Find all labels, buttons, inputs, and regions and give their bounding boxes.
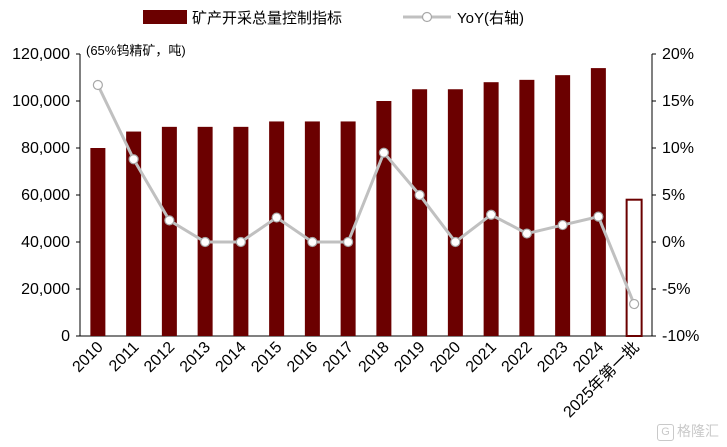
left-tick-label: 120,000 xyxy=(12,46,70,63)
bar-2012 xyxy=(161,126,177,336)
x-tick-label: 2018 xyxy=(356,339,393,376)
x-tick-label: 2010 xyxy=(70,339,107,376)
bar-2021 xyxy=(483,82,499,336)
bar-2013 xyxy=(197,126,213,336)
unit-note: (65%钨精矿，吨) xyxy=(86,43,186,58)
x-tick-label: 2015 xyxy=(248,339,285,376)
bar-2019 xyxy=(412,89,428,336)
x-tick-label: 2011 xyxy=(106,339,142,375)
legend-line-label: YoY(右轴) xyxy=(457,10,524,27)
x-tick-label: 2022 xyxy=(499,339,536,376)
watermark-logo-icon: G xyxy=(657,423,674,441)
bar-2025年第一批 xyxy=(625,198,643,337)
left-tick-label: 20,000 xyxy=(21,281,70,298)
right-tick-label: -10% xyxy=(662,328,699,345)
bar-2011 xyxy=(126,131,142,336)
yoy-point-2025年第一批 xyxy=(629,298,640,310)
watermark: G 格隆汇 xyxy=(657,421,719,441)
x-tick-label: 2023 xyxy=(534,339,571,376)
yoy-point-2012 xyxy=(164,215,175,226)
legend-line-marker xyxy=(421,11,433,23)
yoy-point-2016 xyxy=(307,236,318,248)
yoy-point-2019 xyxy=(414,189,425,201)
yoy-point-2023 xyxy=(557,219,568,231)
x-tick-label: 2016 xyxy=(284,339,321,376)
right-tick-label: 20% xyxy=(662,46,694,63)
yoy-point-2017 xyxy=(343,236,354,248)
x-tick-label: 2013 xyxy=(177,339,214,376)
yoy-point-2013 xyxy=(200,236,211,248)
right-tick-label: -5% xyxy=(662,281,690,298)
yoy-point-2014 xyxy=(235,236,246,248)
watermark-text: 格隆汇 xyxy=(677,423,719,439)
bar-2014 xyxy=(233,126,249,336)
bar-2017 xyxy=(340,121,356,336)
yoy-point-2024 xyxy=(593,211,604,222)
legend-bar-label: 矿产开采总量控制指标 xyxy=(192,10,342,27)
x-tick-label: 2020 xyxy=(427,339,464,376)
left-tick-label: 60,000 xyxy=(21,187,70,204)
x-tick-label: 2014 xyxy=(213,339,250,376)
left-tick-label: 0 xyxy=(61,328,70,345)
right-tick-label: 0% xyxy=(662,234,685,251)
yoy-point-2010 xyxy=(92,79,103,91)
bar-2022 xyxy=(519,79,535,336)
yoy-point-2015 xyxy=(271,212,282,223)
bar-2018 xyxy=(376,101,392,336)
bar-2024 xyxy=(590,68,606,336)
bar-2016 xyxy=(304,121,320,336)
bar-2020 xyxy=(447,89,463,336)
x-tick-label: 2017 xyxy=(320,339,357,376)
right-tick-label: 5% xyxy=(662,187,685,204)
bar-2010 xyxy=(90,148,106,336)
x-tick-label: 2021 xyxy=(463,339,500,376)
x-tick-label: 2019 xyxy=(391,339,428,376)
right-tick-label: 15% xyxy=(662,93,694,110)
left-tick-label: 80,000 xyxy=(21,140,70,157)
yoy-point-2020 xyxy=(450,236,461,248)
bar-2023 xyxy=(555,75,571,337)
right-tick-label: 10% xyxy=(662,140,694,157)
yoy-point-2011 xyxy=(128,154,139,165)
yoy-line xyxy=(96,84,636,305)
left-tick-label: 100,000 xyxy=(12,93,70,110)
yoy-point-2021 xyxy=(486,209,497,220)
x-tick-label: 2012 xyxy=(141,339,178,376)
yoy-point-2018 xyxy=(378,147,389,158)
yoy-point-2022 xyxy=(521,228,532,239)
left-tick-label: 40,000 xyxy=(21,234,70,251)
legend-bar-swatch xyxy=(143,10,187,24)
bar-2015 xyxy=(269,121,285,336)
